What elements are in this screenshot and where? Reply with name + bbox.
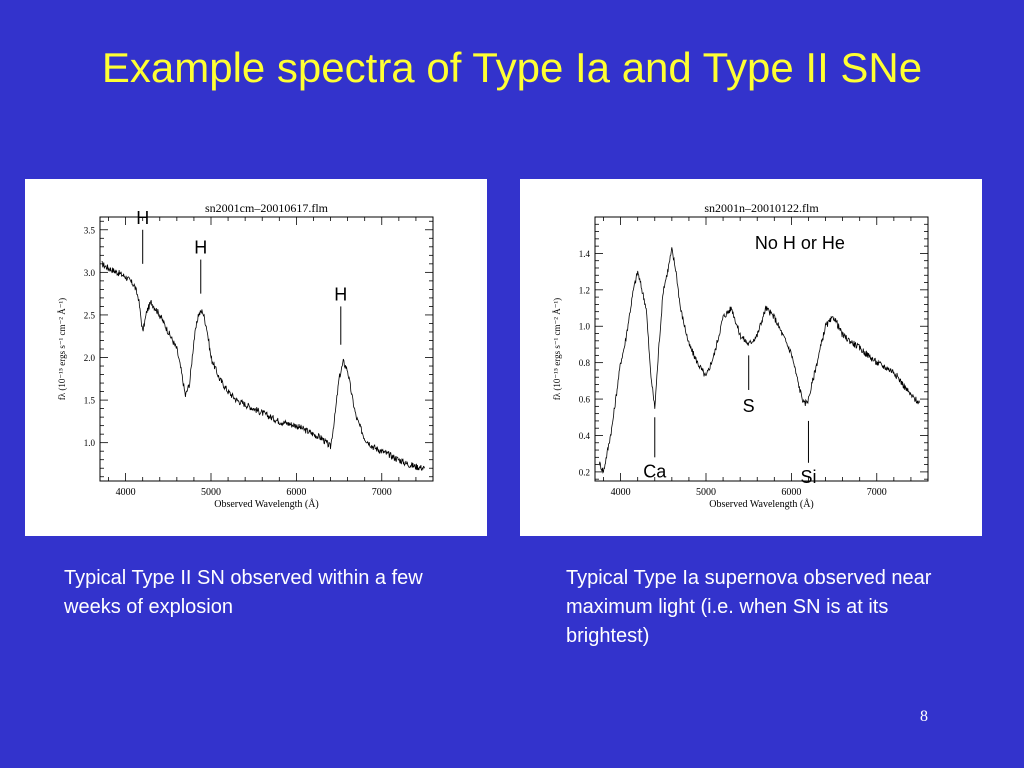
spectrum-chart-type-ii: sn2001cm–20010617.flm 4000 5000 6000 7000 1.0… [57, 201, 434, 510]
y-tick-label: 0.4 [579, 431, 591, 441]
y-tick-label: 0.8 [579, 358, 591, 368]
spectrum-panel-type-ii: sn2001cm–20010617.flm 4000 5000 6000 7000 1.0… [25, 179, 487, 536]
y-tick-label: 1.2 [579, 285, 590, 295]
annotation-label: No H or He [755, 233, 845, 253]
x-axis-label: Observed Wavelength (Å) [709, 498, 814, 510]
annotation-label: H [334, 284, 347, 304]
spectrum-chart-type-ia: sn2001n–20010122.flm 4000 5000 6000 7000 0.2 0… [552, 201, 929, 510]
x-tick-label: 4000 [116, 487, 136, 498]
x-tick-label: 4000 [611, 487, 631, 498]
spectrum-line [101, 260, 425, 471]
y-tick-label: 1.0 [84, 438, 96, 448]
y-tick-label: 0.6 [579, 395, 591, 405]
y-axis-label: fλ (10⁻¹⁵ ergs s⁻¹ cm⁻² Å⁻¹) [552, 298, 562, 400]
y-tick-label: 1.4 [579, 249, 591, 259]
y-tick-label: 2.5 [84, 310, 96, 320]
page-number: 8 [920, 708, 928, 725]
y-axis-label: fλ (10⁻¹⁵ ergs s⁻¹ cm⁻² Å⁻¹) [57, 298, 67, 400]
x-tick-label: 7000 [867, 487, 887, 498]
annotation-label: H [136, 208, 149, 228]
x-tick-label: 7000 [372, 487, 392, 498]
caption-type-ii: Typical Type II SN observed within a few… [64, 567, 423, 618]
annotation-label: H [194, 238, 207, 258]
x-tick-label: 5000 [201, 487, 221, 498]
x-tick-label: 5000 [696, 487, 716, 498]
chart-title: sn2001n–20010122.flm [704, 201, 819, 215]
x-axis-label: Observed Wavelength (Å) [214, 498, 319, 510]
y-tick-label: 0.2 [579, 467, 590, 477]
plot-frame [99, 216, 434, 482]
y-tick-label: 1.0 [579, 322, 591, 332]
x-tick-label: 6000 [286, 487, 306, 498]
caption-type-ia: Typical Type Ia supernova observed near … [566, 567, 932, 647]
y-tick-label: 2.0 [84, 353, 96, 363]
y-tick-label: 1.5 [84, 396, 96, 406]
annotation-label: Si [800, 467, 816, 487]
plot-frame [594, 216, 929, 482]
y-tick-label: 3.5 [84, 225, 96, 235]
spectrum-line [598, 247, 920, 474]
x-tick-label: 6000 [781, 487, 801, 498]
y-tick-label: 3.0 [84, 268, 96, 278]
annotation-label: S [743, 396, 755, 416]
spectrum-panel-type-ia: sn2001n–20010122.flm 4000 5000 6000 7000 0.2 0… [520, 179, 982, 536]
slide-title: Example spectra of Type Ia and Type II S… [101, 44, 923, 91]
annotation-label: Ca [643, 461, 667, 481]
chart-title: sn2001cm–20010617.flm [205, 201, 329, 215]
